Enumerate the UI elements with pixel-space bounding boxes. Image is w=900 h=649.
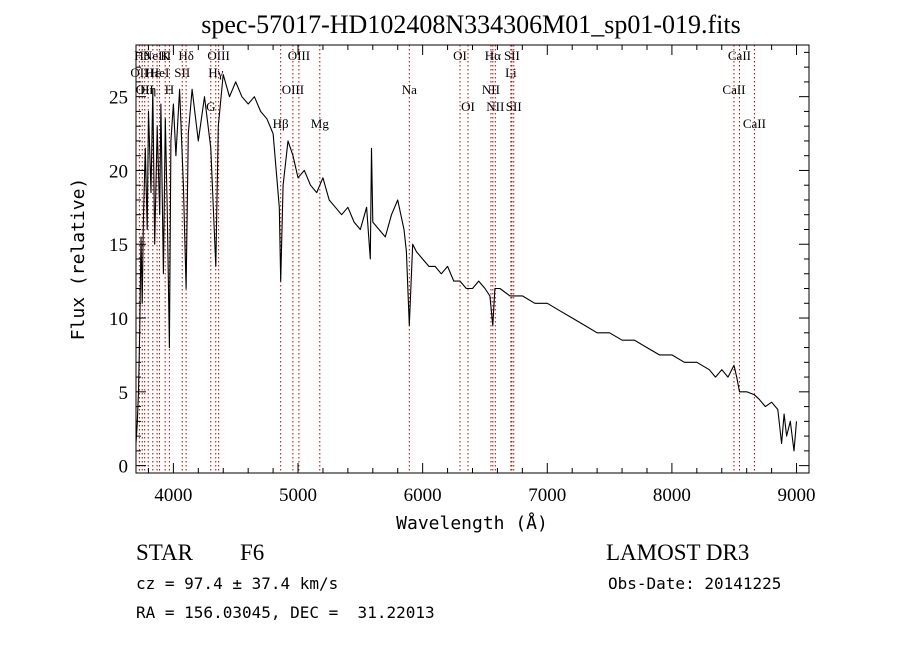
spectral-line-label: Li bbox=[505, 65, 517, 80]
spectral-line-label: Na bbox=[402, 82, 417, 97]
x-tick-label: 8000 bbox=[653, 485, 691, 506]
spectral-line-label: Hθ bbox=[134, 48, 150, 63]
x-tick-label: 5000 bbox=[279, 485, 317, 506]
spectral-line-label: NII bbox=[482, 82, 500, 97]
spectral-line-label: HeI bbox=[150, 65, 170, 80]
y-tick-label: 15 bbox=[109, 235, 128, 256]
spectral-lines-layer bbox=[138, 45, 755, 473]
spectral-line-label: G bbox=[206, 99, 215, 114]
spectral-line-label: OI bbox=[461, 99, 475, 114]
spectral-line-label: NeIII bbox=[143, 48, 171, 63]
spectral-line-label: Hη bbox=[140, 82, 156, 97]
y-axis-ticks: 0 5 10 15 20 25 bbox=[109, 51, 809, 478]
x-axis-ticks: 4000 5000 6000 7000 8000 9000 bbox=[147, 45, 816, 506]
spectral-line-label: SII bbox=[174, 65, 190, 80]
spectral-line-label: H bbox=[165, 82, 174, 97]
spectral-line-label: Hγ bbox=[208, 65, 223, 80]
spectral-line-label: CaII bbox=[722, 82, 745, 97]
spectral-line-label: CaII bbox=[728, 48, 751, 63]
flux-line bbox=[135, 73, 798, 452]
spectral-line-label: OI bbox=[453, 48, 467, 63]
spectral-line-label: OII bbox=[136, 82, 154, 97]
spectral-line-label: Hα bbox=[485, 48, 501, 63]
y-tick-label: 25 bbox=[109, 88, 128, 109]
spectral-line-label: CaII bbox=[743, 116, 766, 131]
y-tick-label: 10 bbox=[109, 309, 128, 330]
spectral-line-label: SII bbox=[504, 48, 520, 63]
x-tick-label: 4000 bbox=[154, 485, 192, 506]
y-tick-label: 20 bbox=[109, 161, 128, 182]
survey-label: LAMOST DR3 bbox=[606, 540, 750, 565]
spectral-line-label: NII bbox=[486, 99, 504, 114]
spectral-line-label: OII bbox=[130, 65, 148, 80]
x-tick-label: 9000 bbox=[778, 485, 816, 506]
obs-date-text: Obs-Date: 20141225 bbox=[608, 574, 782, 593]
y-tick-label: 5 bbox=[119, 383, 129, 404]
spectral-line-label: OIII bbox=[207, 48, 229, 63]
chart-title: spec-57017-HD102408N334306M01_sp01-019.f… bbox=[201, 10, 740, 39]
spectral-line-label: Mg bbox=[311, 116, 330, 131]
spectral-line-label: SII bbox=[506, 99, 522, 114]
x-tick-label: 7000 bbox=[528, 485, 566, 506]
spectral-line-label: Hβ bbox=[273, 116, 289, 131]
spectral-line-label: Hδ bbox=[178, 48, 194, 63]
x-axis-label: Wavelength (Å) bbox=[396, 512, 548, 534]
class-label: STAR bbox=[136, 540, 193, 565]
redshift-text: cz = 97.4 ± 37.4 km/s bbox=[136, 574, 339, 593]
line-labels-layer: OIIHθOIIHηHεNeIIIHeIKHSIIHδGHγOIIIHβOIII… bbox=[130, 48, 766, 131]
y-axis-label: Flux (relative) bbox=[68, 178, 89, 341]
spectral-line-label: K bbox=[160, 48, 170, 63]
subclass-label: F6 bbox=[240, 540, 265, 565]
spectral-line-label: OIII bbox=[288, 48, 310, 63]
y-tick-label: 0 bbox=[119, 457, 129, 478]
spectral-line-label: Hε bbox=[145, 65, 160, 80]
x-tick-label: 6000 bbox=[404, 485, 442, 506]
spectral-line-label: OIII bbox=[282, 82, 304, 97]
coordinates-text: RA = 156.03045, DEC = 31.22013 bbox=[136, 603, 435, 622]
